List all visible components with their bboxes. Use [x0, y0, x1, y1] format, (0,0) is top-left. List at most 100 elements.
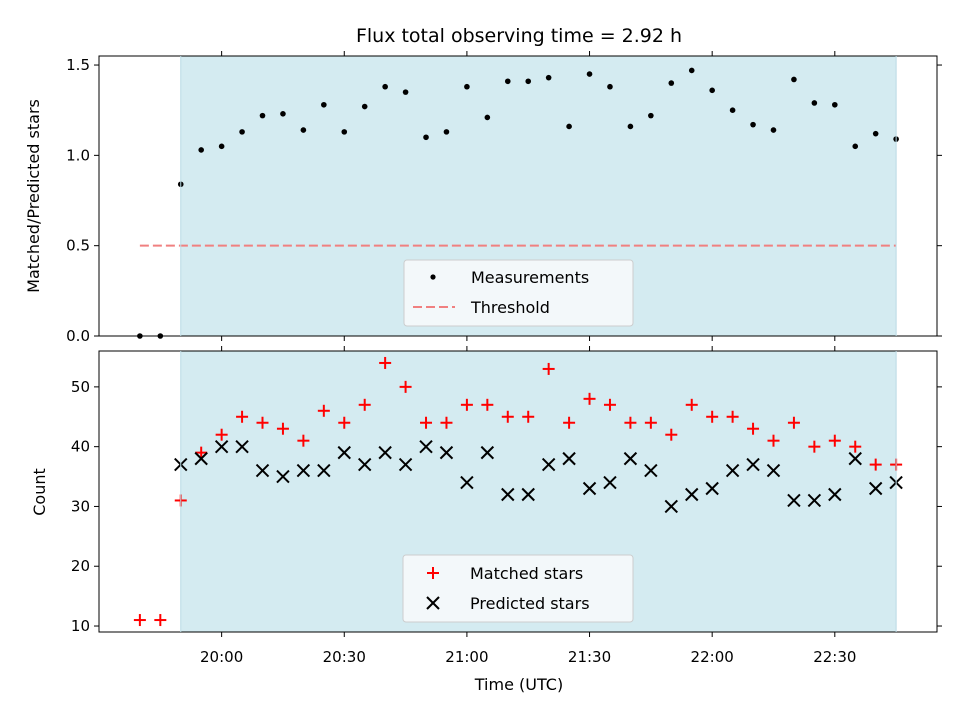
matched-star-point [542, 362, 555, 375]
matched-star-point [420, 416, 433, 429]
predicted-star-point [644, 463, 658, 478]
matched-star-point [501, 410, 514, 423]
measurement-point [791, 76, 797, 83]
matched-star-point [767, 434, 780, 447]
predicted-star-point [787, 493, 801, 508]
matched-star-point [440, 416, 453, 429]
measurement-point [545, 74, 552, 81]
predicted-star-point [398, 457, 413, 472]
chart-title: Flux total observing time = 2.92 h [356, 25, 682, 47]
x-tick-label: 21:30 [568, 648, 611, 666]
measurement-point [668, 80, 675, 86]
predicted-star-point [623, 451, 638, 466]
legend-marker-predicted [426, 596, 440, 610]
legend-label-measurements: Measurements [471, 268, 589, 287]
measurement-point [648, 112, 654, 119]
measurement-point [300, 127, 307, 133]
top-y-tick-label: 0.5 [66, 237, 90, 255]
measurement-point [218, 143, 225, 150]
measurement-point [504, 78, 511, 85]
predicted-star-point [828, 487, 842, 502]
predicted-star-point [276, 469, 290, 484]
top-y-tick-label: 1.0 [66, 146, 90, 164]
matched-star-point [358, 398, 371, 411]
predicted-star-point [705, 481, 719, 496]
measurement-point [872, 130, 879, 137]
measurement-point [811, 100, 818, 106]
legend-marker-measurements [430, 274, 436, 280]
bottom-y-tick-label: 40 [71, 438, 90, 456]
predicted-star-point [378, 445, 392, 460]
predicted-star-point [664, 499, 678, 514]
matched-star-point [522, 410, 535, 423]
top-points-group [137, 67, 899, 339]
predicted-star-point [501, 487, 515, 502]
bottom-legend: Matched stars Predicted stars [402, 554, 634, 623]
measurement-point [607, 83, 613, 90]
predicted-star-point [746, 457, 760, 472]
matched-star-point [215, 428, 228, 441]
matched-star-point [154, 614, 167, 627]
matched-star-point [644, 416, 657, 429]
matched-star-point [563, 416, 576, 429]
matched-star-point [236, 410, 249, 423]
x-axis-label: Time (UTC) [474, 675, 563, 694]
predicted-star-point [725, 463, 740, 478]
bottom-frame [98, 350, 938, 633]
measurement-point [402, 89, 409, 95]
x-tick-label: 20:30 [323, 648, 366, 666]
matched-star-point [583, 392, 596, 405]
bottom-y-tick-label: 20 [71, 557, 90, 575]
bottom-y-label: Count [30, 468, 49, 516]
top-panel: Flux total observing time = 2.92 h 0.0 0.… [24, 25, 942, 345]
measurement-point [832, 101, 838, 108]
bottom-y-tick-label: 30 [71, 497, 90, 515]
matched-star-point [276, 422, 289, 435]
bottom-y-tick-label: 50 [71, 378, 90, 396]
measurement-point [709, 87, 715, 94]
top-y-axis: 0.0 0.5 1.0 1.5 [66, 56, 942, 345]
matched-star-point [379, 356, 392, 369]
measurement-point [525, 78, 532, 85]
predicted-star-point [685, 487, 699, 502]
predicted-star-point [766, 463, 781, 478]
measurement-point [259, 112, 266, 119]
matched-star-point [460, 398, 473, 411]
matched-star-point [665, 428, 678, 441]
x-tick-label: 20:00 [200, 648, 243, 666]
top-x-ticks [221, 51, 836, 341]
measurement-point [321, 101, 327, 108]
matched-star-point [869, 458, 882, 471]
predicted-star-point [480, 445, 495, 460]
matched-star-point [399, 380, 412, 393]
bottom-x-axis: 20:00 20:30 21:00 21:30 22:00 22:30 [200, 346, 856, 666]
matched-star-point [624, 416, 637, 429]
measurement-point [361, 103, 368, 110]
legend-label-predicted: Predicted stars [470, 594, 590, 613]
legend-label-threshold: Threshold [470, 298, 550, 317]
matched-star-point [828, 434, 841, 447]
matched-star-point [297, 434, 310, 447]
matched-star-point [747, 422, 760, 435]
matched-star-point [256, 416, 269, 429]
predicted-star-point [541, 457, 556, 472]
predicted-star-point [848, 451, 862, 466]
predicted-star-point [460, 475, 474, 490]
predicted-star-point [358, 457, 372, 472]
legend-label-matched: Matched stars [470, 564, 583, 583]
matched-star-point [685, 398, 698, 411]
x-tick-label: 22:30 [813, 648, 856, 666]
predicted-star-point [214, 439, 229, 454]
measurement-point [280, 111, 286, 117]
matched-star-point [481, 398, 494, 411]
matched-star-point [603, 398, 616, 411]
measurement-point [852, 143, 859, 150]
bottom-points-group [133, 356, 903, 627]
top-y-label: Matched/Predicted stars [24, 99, 43, 293]
top-y-tick-label: 0.0 [66, 327, 90, 345]
measurement-point [382, 83, 388, 90]
matched-star-point [726, 410, 739, 423]
predicted-star-point [419, 439, 433, 454]
matched-star-point [195, 446, 208, 459]
predicted-star-point [562, 451, 576, 466]
